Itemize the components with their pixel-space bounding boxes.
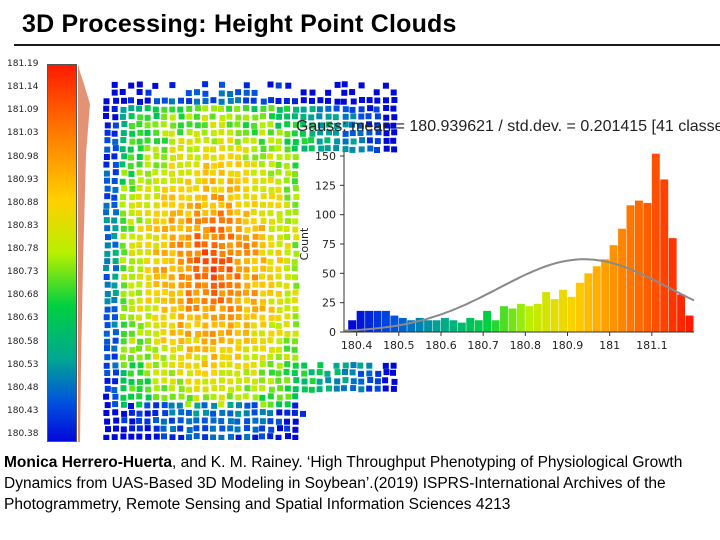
colorbar-tick-label: 180.73 xyxy=(7,267,39,278)
histogram-bar xyxy=(550,299,559,332)
histogram-bar xyxy=(575,282,584,332)
colorbar-tick-label: 180.58 xyxy=(7,336,39,347)
histogram-bar xyxy=(567,296,576,332)
colorbar-gradient xyxy=(47,64,77,442)
histogram-bar xyxy=(424,320,433,332)
colorbar-tick-label: 180.53 xyxy=(7,359,39,370)
height-colorbar: 181.19 181.14 181.09 181.03 180.98 180.93 180.… xyxy=(3,59,95,446)
histogram-bar xyxy=(432,320,441,332)
colorbar-tick-label: 180.48 xyxy=(7,382,39,393)
histogram-bar xyxy=(634,200,643,332)
x-tick-label: 180.8 xyxy=(510,339,542,352)
x-tick-label: 180.9 xyxy=(552,339,584,352)
histogram-bar xyxy=(685,315,694,332)
colorbar-tick-label: 181.03 xyxy=(7,128,39,139)
histogram-bar xyxy=(584,273,593,332)
histogram-bar xyxy=(440,317,449,332)
y-tick-label: 25 xyxy=(322,297,336,310)
y-tick-label: 50 xyxy=(322,267,336,280)
colorbar-tick-label: 180.38 xyxy=(7,429,39,439)
histogram-bar xyxy=(609,245,618,332)
histogram-bar xyxy=(373,310,382,332)
histogram-bar xyxy=(651,153,660,332)
colorbar-distribution-icon xyxy=(78,64,90,442)
colorbar-tick-label: 180.63 xyxy=(7,313,39,324)
histogram-bar xyxy=(356,310,365,332)
histogram-bar xyxy=(407,320,416,332)
histogram-bar xyxy=(508,308,517,332)
histogram-bar xyxy=(483,310,492,332)
colorbar-tick-label: 180.68 xyxy=(7,290,39,301)
histogram-bar xyxy=(348,320,357,332)
histogram-bar xyxy=(500,306,508,332)
x-tick-label: 180.6 xyxy=(425,339,457,352)
x-tick-label: 180.4 xyxy=(341,339,373,352)
y-tick-label: 100 xyxy=(315,209,336,222)
slide-title: 3D Processing: Height Point Clouds xyxy=(22,10,457,38)
histogram-chart: 0 25 50 75 100 125 150 Count 180.4 180.5 180.6 180.… xyxy=(298,150,695,352)
y-tick-label: 150 xyxy=(315,150,336,163)
histogram-bar xyxy=(381,310,390,332)
y-tick-label: 125 xyxy=(315,179,336,192)
histogram-bar xyxy=(643,202,652,332)
title-divider xyxy=(14,44,720,46)
histogram-bar xyxy=(466,317,475,332)
x-tick-label: 180.7 xyxy=(467,339,499,352)
y-axis-label: Count xyxy=(298,227,311,260)
histogram-bar xyxy=(601,259,610,332)
histogram-bar xyxy=(660,179,669,332)
citation-rest: , and K. M. Rainey. ‘High Throughput Phe… xyxy=(4,454,683,513)
histogram-bar xyxy=(365,310,374,332)
colorbar-tick-label: 181.09 xyxy=(7,105,39,116)
colorbar-tick-label: 180.43 xyxy=(7,405,39,416)
histogram-bar xyxy=(559,289,567,332)
height-histogram: 0 25 50 75 100 125 150 Count 180.4 180.5 180.6 180.… xyxy=(292,112,720,360)
histogram-bar xyxy=(390,315,399,332)
histogram-bar xyxy=(457,322,466,332)
y-tick-label: 75 xyxy=(322,238,336,251)
x-tick-label: 181 xyxy=(599,339,620,352)
histogram-bar xyxy=(491,320,500,332)
histogram-bar xyxy=(542,292,551,332)
colorbar-tick-label: 180.78 xyxy=(7,244,39,254)
x-tick-label: 180.5 xyxy=(383,339,415,352)
histogram-bar xyxy=(449,320,458,332)
histogram-bar xyxy=(668,238,677,332)
colorbar-tick-label: 180.98 xyxy=(7,151,39,162)
histogram-bar xyxy=(592,266,601,332)
histogram-bar xyxy=(677,294,686,332)
histogram-bar xyxy=(516,303,525,332)
colorbar-tick-label: 181.14 xyxy=(7,82,39,93)
y-tick-label: 0 xyxy=(329,326,336,339)
citation-author: Monica Herrero-Huerta xyxy=(4,454,172,471)
colorbar-tick-label: 181.19 xyxy=(7,59,39,69)
histogram-bar xyxy=(474,320,483,332)
histogram-bar xyxy=(415,317,424,332)
histogram-bar xyxy=(618,228,627,332)
citation-text: Monica Herrero-Huerta, and K. M. Rainey.… xyxy=(4,452,716,515)
colorbar-tick-label: 180.88 xyxy=(7,197,39,208)
histogram-bar xyxy=(533,303,542,332)
colorbar-tick-label: 180.93 xyxy=(7,174,39,185)
gauss-curve xyxy=(343,258,695,332)
x-tick-label: 181.1 xyxy=(636,339,668,352)
colorbar-tick-label: 180.83 xyxy=(7,220,39,231)
histogram-bar xyxy=(525,306,534,332)
histogram-header: Gauss: mean = 180.939621 / std.dev. = 0.… xyxy=(296,118,720,135)
height-point-cloud xyxy=(103,81,398,440)
